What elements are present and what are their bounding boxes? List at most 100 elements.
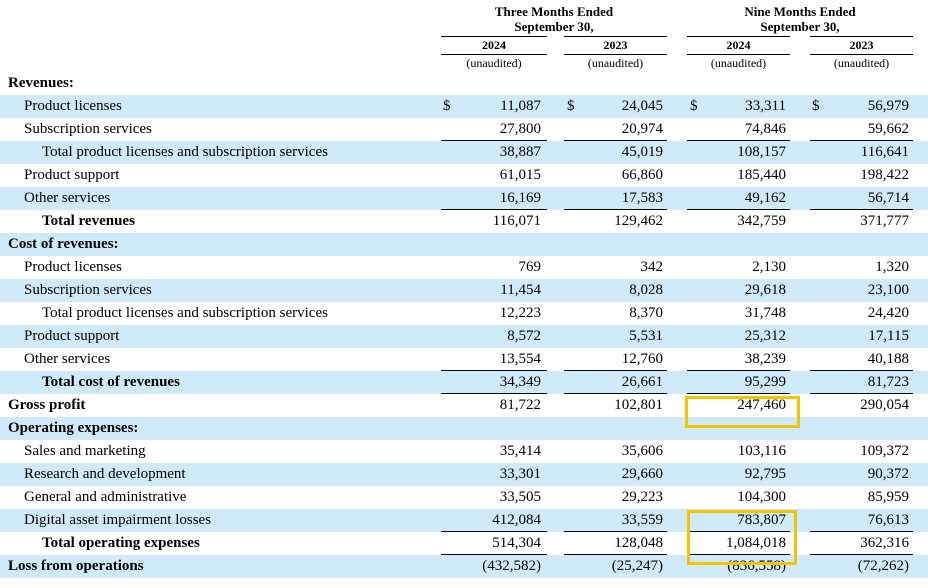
subtotal-rule bbox=[564, 531, 667, 532]
row-value: 20,974 bbox=[621, 121, 663, 137]
unaudited-label: (unaudited) bbox=[710, 56, 767, 70]
row-label: Cost of revenues: bbox=[8, 236, 119, 252]
row-value: 66,860 bbox=[621, 167, 663, 183]
row-label: Product support bbox=[24, 328, 120, 344]
row-value: 38,239 bbox=[744, 351, 786, 367]
subtotal-rule bbox=[564, 393, 667, 394]
row-label: Total product licenses and subscription … bbox=[42, 144, 328, 160]
row-value: 198,422 bbox=[860, 167, 909, 183]
dollar-sign: $ bbox=[812, 98, 820, 114]
subtotal-rule bbox=[441, 531, 547, 532]
row-label: Product licenses bbox=[24, 98, 122, 114]
row-value: 95,299 bbox=[744, 374, 786, 390]
row-value: 56,979 bbox=[867, 98, 909, 114]
unaudited-label: (unaudited) bbox=[833, 56, 890, 70]
dollar-sign: $ bbox=[443, 98, 451, 114]
row-value: 783,807 bbox=[737, 512, 786, 528]
table-row: Subscription services 11,454 8,028 29,618 23… bbox=[0, 279, 928, 302]
row-label: Gross profit bbox=[8, 397, 86, 413]
year-label: 2024 bbox=[482, 38, 506, 52]
subtotal-rule bbox=[810, 554, 913, 555]
row-value: 25,312 bbox=[744, 328, 786, 344]
row-label: Total cost of revenues bbox=[42, 374, 180, 390]
row-value: 1,084,018 bbox=[726, 535, 786, 551]
subtotal-rule bbox=[810, 370, 913, 371]
table-row: Subscription services 27,800 20,974 74,846 5… bbox=[0, 118, 928, 141]
table-row: Other services 16,169 17,583 49,162 56,714 bbox=[0, 187, 928, 210]
subtotal-rule bbox=[441, 209, 547, 210]
table-row: Total operating expenses 514,304 128,048 1,… bbox=[0, 532, 928, 555]
year-rule bbox=[441, 54, 547, 55]
subtotal-rule bbox=[687, 370, 790, 371]
row-value: 17,115 bbox=[868, 328, 909, 344]
row-value: 12,760 bbox=[621, 351, 663, 367]
row-value: 514,304 bbox=[492, 535, 541, 551]
row-value: 59,662 bbox=[867, 121, 909, 137]
table-row: Digital asset impairment losses 412,084 33… bbox=[0, 509, 928, 532]
unaudited-label: (unaudited) bbox=[587, 56, 644, 70]
row-value: 35,606 bbox=[621, 443, 663, 459]
row-label: Revenues: bbox=[8, 75, 74, 91]
row-value: 102,801 bbox=[614, 397, 663, 413]
unaudited-label: (unaudited) bbox=[466, 56, 522, 70]
row-label: Loss from operations bbox=[8, 558, 144, 574]
row-value: 81,722 bbox=[499, 397, 541, 413]
table-row: Product licenses 11,087 $24,045 $33,311 $56,… bbox=[0, 95, 928, 118]
row-label: Operating expenses: bbox=[8, 420, 139, 436]
header-rule bbox=[810, 36, 913, 37]
header-nine-months-line2: September 30, bbox=[760, 19, 840, 34]
table-row: Product support 8,572 5,531 25,312 17,115 bbox=[0, 325, 928, 348]
row-value: 45,019 bbox=[621, 144, 663, 160]
row-value: (432,582) bbox=[482, 558, 541, 574]
subtotal-rule bbox=[564, 209, 667, 210]
header-rule bbox=[687, 36, 790, 37]
row-value: 23,100 bbox=[867, 282, 909, 298]
row-value: 33,301 bbox=[499, 466, 541, 482]
row-value: 769 bbox=[518, 259, 542, 275]
row-value: 31,748 bbox=[744, 305, 786, 321]
row-label: General and administrative bbox=[24, 489, 187, 505]
row-value: 34,349 bbox=[499, 374, 541, 390]
row-label: Total operating expenses bbox=[42, 535, 200, 551]
row-value: 8,370 bbox=[629, 305, 663, 321]
table-row: Total product licenses and subscription … bbox=[0, 302, 928, 325]
row-value: 85,959 bbox=[867, 489, 909, 505]
row-value: 29,618 bbox=[744, 282, 786, 298]
row-label: Research and development bbox=[24, 466, 186, 482]
table-row: Gross profit 81,722 102,801 247,460 290,054 bbox=[0, 394, 928, 417]
dollar-sign: $ bbox=[690, 98, 698, 114]
row-label: Subscription services bbox=[24, 121, 152, 137]
subtotal-rule bbox=[441, 554, 547, 555]
row-value: 11,087 bbox=[500, 98, 541, 114]
header-three-months-line1: Three Months Ended bbox=[494, 4, 614, 19]
subtotal-rule bbox=[564, 554, 667, 555]
row-label: Other services bbox=[24, 351, 111, 367]
subtotal-rule bbox=[687, 393, 790, 394]
table-row: Product support 61,015 66,860 185,440 198,42… bbox=[0, 164, 928, 187]
table-row: Other services 13,554 12,760 38,239 40,188 bbox=[0, 348, 928, 371]
row-value: 8,572 bbox=[507, 328, 541, 344]
header-nine-months: Nine Months Ended September 30, bbox=[687, 4, 913, 34]
row-value: 116,071 bbox=[492, 213, 541, 229]
subtotal-rule bbox=[687, 209, 790, 210]
row-value: 24,045 bbox=[621, 98, 663, 114]
table-row: Revenues: bbox=[0, 72, 928, 95]
row-value: 76,613 bbox=[867, 512, 909, 528]
row-value: 35,414 bbox=[499, 443, 541, 459]
subtotal-rule bbox=[810, 393, 913, 394]
table-row: Sales and marketing 35,414 35,606 103,116 10… bbox=[0, 440, 928, 463]
row-value: 17,583 bbox=[621, 190, 663, 206]
row-label: Sales and marketing bbox=[24, 443, 146, 459]
dollar-sign: $ bbox=[567, 98, 575, 114]
row-value: (25,247) bbox=[611, 558, 663, 574]
subtotal-rule bbox=[687, 531, 790, 532]
row-label: Product support bbox=[24, 167, 120, 183]
row-value: 74,846 bbox=[744, 121, 786, 137]
row-value: 24,420 bbox=[867, 305, 909, 321]
row-value: 128,048 bbox=[614, 535, 663, 551]
table-row: Loss from operations (432,582) (25,247) (83… bbox=[0, 555, 928, 578]
subtotal-rule bbox=[441, 140, 547, 141]
row-value: 371,777 bbox=[860, 213, 909, 229]
row-value: 16,169 bbox=[499, 190, 541, 206]
table-row: Research and development 33,301 29,660 92,7… bbox=[0, 463, 928, 486]
